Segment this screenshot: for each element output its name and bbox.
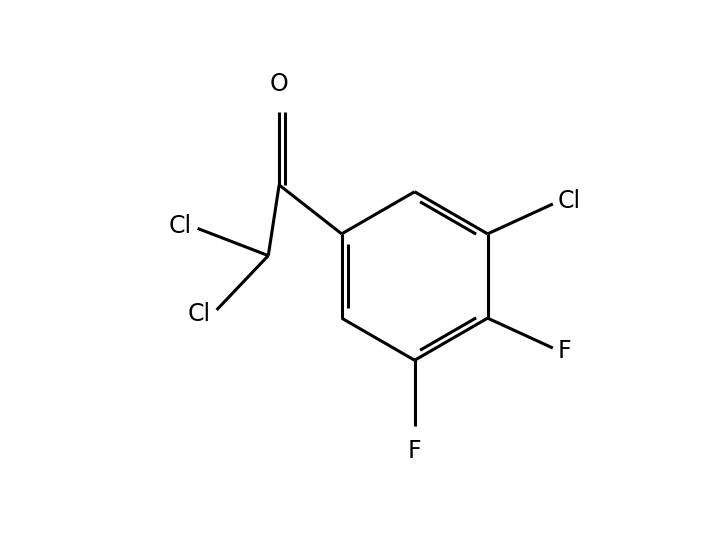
Text: F: F bbox=[558, 339, 571, 363]
Text: Cl: Cl bbox=[169, 214, 192, 238]
Text: Cl: Cl bbox=[558, 189, 580, 213]
Text: Cl: Cl bbox=[188, 302, 211, 326]
Text: F: F bbox=[408, 439, 422, 463]
Text: O: O bbox=[270, 72, 288, 96]
